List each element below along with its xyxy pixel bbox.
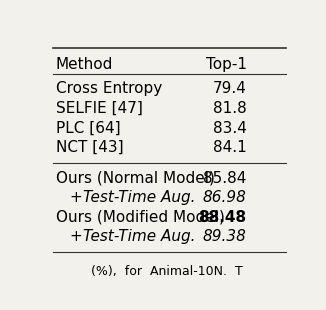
Text: Ours (Normal Model): Ours (Normal Model) (56, 171, 215, 186)
Text: NCT [43]: NCT [43] (56, 140, 124, 155)
Text: Test-Time Aug.: Test-Time Aug. (83, 190, 196, 205)
Text: SELFIE [47]: SELFIE [47] (56, 101, 143, 116)
Text: 89.38: 89.38 (203, 229, 247, 245)
Text: (%),  for  Animal-10N.  T: (%), for Animal-10N. T (91, 265, 243, 278)
Text: +: + (70, 190, 87, 205)
Text: 85.84: 85.84 (203, 171, 247, 186)
Text: 81.8: 81.8 (213, 101, 247, 116)
Text: 88.48: 88.48 (199, 210, 247, 225)
Text: 83.4: 83.4 (213, 121, 247, 136)
Text: PLC [64]: PLC [64] (56, 121, 121, 136)
Text: Top-1: Top-1 (206, 57, 247, 72)
Text: +: + (70, 229, 87, 245)
Text: 86.98: 86.98 (203, 190, 247, 205)
Text: Ours (Modified Model): Ours (Modified Model) (56, 210, 225, 225)
Text: Method: Method (56, 57, 113, 72)
Text: 79.4: 79.4 (213, 82, 247, 96)
Text: 84.1: 84.1 (213, 140, 247, 155)
Text: Test-Time Aug.: Test-Time Aug. (83, 229, 196, 245)
Text: Cross Entropy: Cross Entropy (56, 82, 162, 96)
